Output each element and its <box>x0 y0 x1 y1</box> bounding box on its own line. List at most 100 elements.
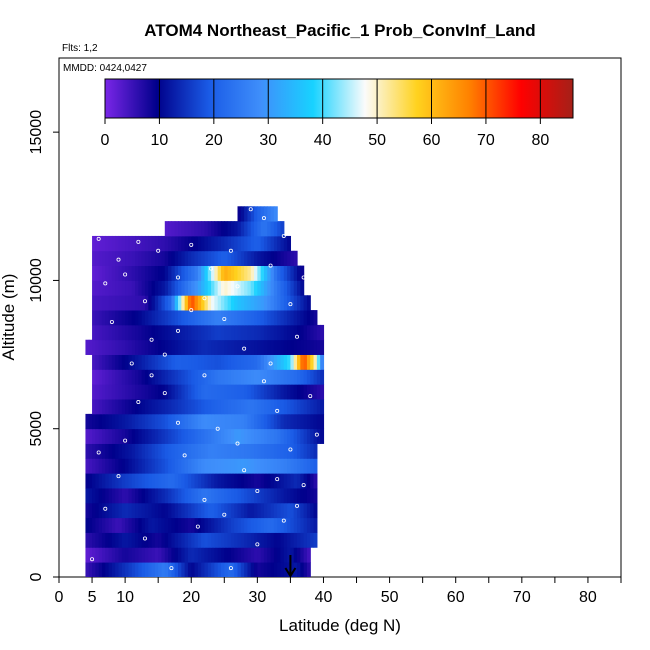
heat-cell <box>111 265 116 281</box>
heat-cell <box>237 280 242 296</box>
heat-cell <box>164 324 169 341</box>
heat-cell <box>217 428 222 444</box>
heat-cell <box>174 369 179 385</box>
sample-point <box>142 536 147 541</box>
heat-cell <box>105 502 110 519</box>
heat-cell <box>187 458 192 474</box>
heat-cell <box>240 221 245 237</box>
heat-cell <box>257 413 262 430</box>
heat-cell <box>280 562 285 577</box>
heat-cell <box>247 265 252 281</box>
heat-cell <box>230 369 235 385</box>
heat-cell <box>85 517 90 533</box>
heat-cell <box>135 295 139 311</box>
heat-cell <box>131 310 136 326</box>
heat-cell <box>148 265 153 281</box>
heat-cell <box>214 369 219 385</box>
heat-cell <box>217 280 222 296</box>
sample-point <box>202 373 207 378</box>
heat-cell <box>98 443 103 459</box>
heat-cell <box>280 428 285 444</box>
heat-cell <box>138 354 143 370</box>
heat-cell <box>187 517 192 533</box>
heat-cell <box>300 295 305 311</box>
heat-cell <box>214 473 219 489</box>
heat-cell <box>207 250 212 266</box>
heat-cell <box>88 443 93 459</box>
heat-cell <box>92 473 96 489</box>
heat-cell <box>115 532 120 548</box>
heat-cell <box>101 250 106 266</box>
heat-cell <box>144 399 149 415</box>
heat-cell <box>131 250 136 266</box>
heat-cell <box>263 265 268 281</box>
heat-cell <box>250 532 255 548</box>
heat-cell <box>88 428 93 444</box>
heat-cell <box>194 458 199 474</box>
heat-cell <box>277 221 282 237</box>
heat-cell <box>211 339 215 355</box>
heat-cell <box>115 488 120 504</box>
heat-cell <box>247 443 252 459</box>
heat-cell <box>191 547 196 563</box>
heat-cell <box>138 502 143 519</box>
heat-cell <box>220 562 225 577</box>
heat-cell <box>151 532 156 548</box>
heat-cell <box>207 473 212 489</box>
heat-cell <box>287 339 292 355</box>
heat-cell <box>164 458 169 474</box>
chart-title: ATOM4 Northeast_Pacific_1 Prob_ConvInf_L… <box>144 21 535 40</box>
heat-cell <box>105 532 110 548</box>
heat-cell <box>244 399 249 415</box>
heat-cell <box>204 369 209 385</box>
heat-cell <box>151 413 156 430</box>
heat-cell <box>115 517 120 533</box>
heat-cell <box>178 473 182 489</box>
heat-cell <box>280 369 285 385</box>
heat-cell <box>240 235 245 252</box>
heat-cell <box>227 562 232 577</box>
heat-cell <box>234 280 239 296</box>
heat-cell <box>131 354 136 370</box>
heat-cell <box>125 354 130 370</box>
heat-cell <box>201 428 206 444</box>
heat-cell <box>138 443 143 459</box>
heat-cell <box>247 458 252 474</box>
heat-cell <box>105 295 110 311</box>
heat-cell <box>135 562 139 577</box>
heat-cell <box>303 399 308 415</box>
heat-cell <box>121 547 126 563</box>
heat-cell <box>207 458 212 474</box>
heat-cell <box>263 295 268 311</box>
heat-cell <box>220 547 225 563</box>
heat-cell <box>128 280 133 296</box>
heat-cell <box>283 369 288 385</box>
sample-point <box>242 346 247 351</box>
heat-cell <box>283 473 288 489</box>
heat-cell <box>227 443 232 459</box>
heat-cell <box>204 295 209 311</box>
heat-cell <box>270 443 275 459</box>
heat-cell <box>154 384 159 400</box>
heat-cell <box>250 206 255 222</box>
heat-cell <box>111 295 116 311</box>
heat-cell <box>164 443 169 459</box>
sample-point <box>169 566 174 571</box>
heat-cell <box>250 473 255 489</box>
heat-cell <box>303 502 308 519</box>
heat-cell <box>111 280 116 296</box>
heat-cell <box>300 428 305 444</box>
heat-cell <box>230 547 235 563</box>
heat-cell <box>227 295 232 311</box>
sample-point <box>103 281 108 286</box>
colorbar-tick-label-70: 70 <box>477 132 495 149</box>
heat-cell <box>158 413 163 430</box>
heat-cell <box>267 413 272 430</box>
heat-cell <box>283 502 288 519</box>
heat-cell <box>194 324 199 341</box>
heat-cell <box>214 517 219 533</box>
heat-cell <box>273 235 278 252</box>
heat-cell <box>306 399 311 415</box>
heat-cell <box>207 443 212 459</box>
heat-cell <box>141 250 146 266</box>
